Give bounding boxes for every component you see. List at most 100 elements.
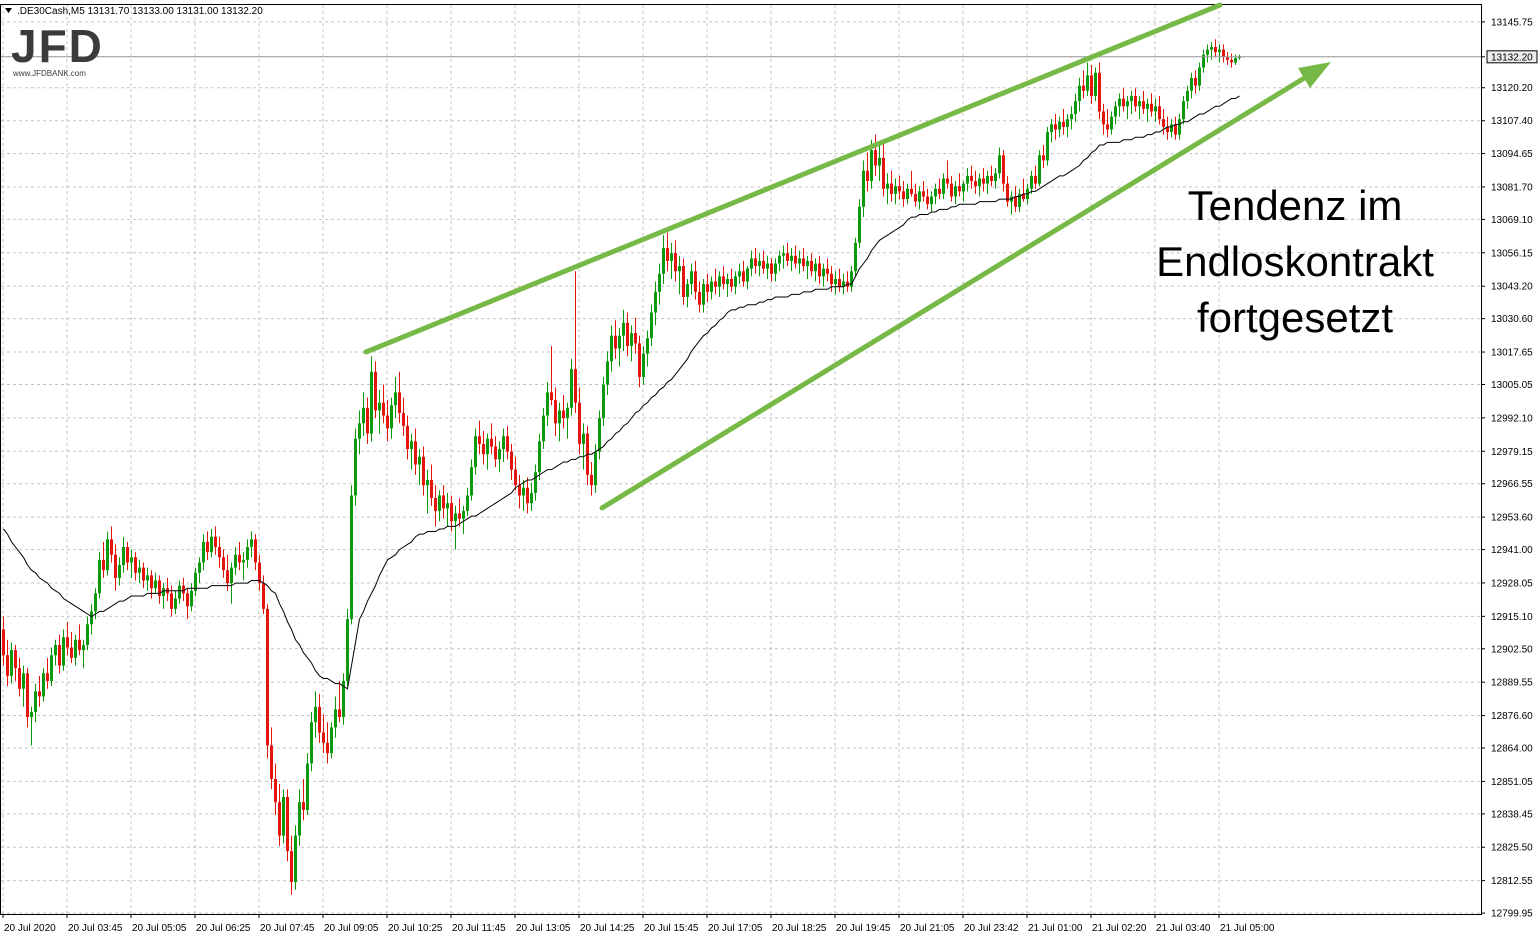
candle-body [298,802,301,836]
candle-body [910,188,913,194]
candle-body [758,260,761,267]
candle-body [362,407,365,424]
y-tick-label: 13120.20 [1491,83,1533,94]
candle-body [746,268,749,282]
candle-body [810,260,813,272]
candle-body [982,178,985,184]
candle-body [1162,119,1165,127]
candle-body [998,155,1001,174]
candle-body [974,181,977,187]
candle-body [554,400,557,424]
candle-body [802,258,805,267]
candle-body [894,186,897,194]
y-tick-label: 13081.70 [1491,182,1533,193]
candle-body [430,479,433,499]
y-tick-label: 12928.05 [1491,578,1533,589]
candle-body [254,539,257,563]
candle-body [322,732,325,743]
candle-body [878,157,881,166]
candle-body [374,371,377,411]
candle-body [454,513,457,522]
candle-body [22,673,25,689]
candle-body [1106,124,1109,130]
annotation: Endloskontrakt [1156,238,1434,285]
candle-body [754,258,757,267]
candle-body [914,193,917,202]
y-tick-label: 13056.15 [1491,248,1533,259]
y-tick-label: 12953.60 [1491,513,1533,524]
candle-body [774,263,777,274]
candle-body [458,513,461,519]
candle-body [1022,193,1025,200]
candle-body [646,338,649,354]
candle-body [674,253,677,272]
candle-body [266,608,269,746]
candle-body [790,255,793,261]
candle-body [814,263,817,272]
y-tick-label: 12799.95 [1491,909,1533,920]
candle-body [1146,103,1149,109]
candle-body [258,562,261,584]
candle-body [250,539,253,547]
candle-body [614,335,617,349]
y-tick-label: 13107.40 [1491,116,1533,127]
candle-body [926,196,929,205]
candle-body [382,402,385,416]
candle-body [602,384,605,419]
candle-body [66,637,69,648]
candle-body [214,536,217,547]
candle-body [1206,49,1209,55]
candle-body [886,183,889,189]
candle-body [730,278,733,287]
candle-body [406,425,409,450]
candle-body [434,498,437,511]
candle-body [830,273,833,285]
candle-body [174,598,177,609]
candle-body [870,150,873,182]
candle-body [954,186,957,197]
candle-body [506,436,509,452]
candle-body [358,423,361,439]
candle-body [762,260,765,269]
candle-body [502,436,505,450]
candle-body [738,271,741,277]
candle-body [542,415,545,442]
candle-body [162,588,165,596]
candle-body [306,763,309,810]
price-label: 13132.20 [1491,52,1533,63]
candle-body [806,260,809,267]
candle-body [246,546,249,560]
candle-body [102,559,105,571]
y-tick-label: 12812.55 [1491,876,1533,887]
candle-body [414,441,417,465]
candle-body [1222,49,1225,58]
candle-body [582,433,585,444]
candle-body [1078,85,1081,102]
candle-body [1066,119,1069,127]
candle-body [574,369,577,403]
candle-body [1126,101,1129,107]
y-tick-label: 13043.20 [1491,282,1533,293]
candle-body [114,554,117,578]
candle-body [594,451,597,486]
candle-body [350,495,353,620]
x-tick-label: 20 Jul 07:45 [260,923,315,934]
x-tick-label: 20 Jul 05:05 [132,923,187,934]
candle-body [942,178,945,194]
candle-body [334,709,337,728]
menu-triangle[interactable] [5,8,12,13]
x-tick-label: 21 Jul 01:00 [1028,923,1083,934]
logo: JFD [11,20,104,72]
candle-body [882,157,885,189]
candle-body [1086,75,1089,91]
candle-body [226,570,229,584]
candle-body [834,278,837,285]
candle-body [90,611,93,625]
candle-body [922,191,925,197]
moving-average [3,95,1240,690]
candle-body [642,353,645,377]
candle-body [562,410,565,419]
candle-body [34,691,37,712]
candle-body [726,278,729,285]
